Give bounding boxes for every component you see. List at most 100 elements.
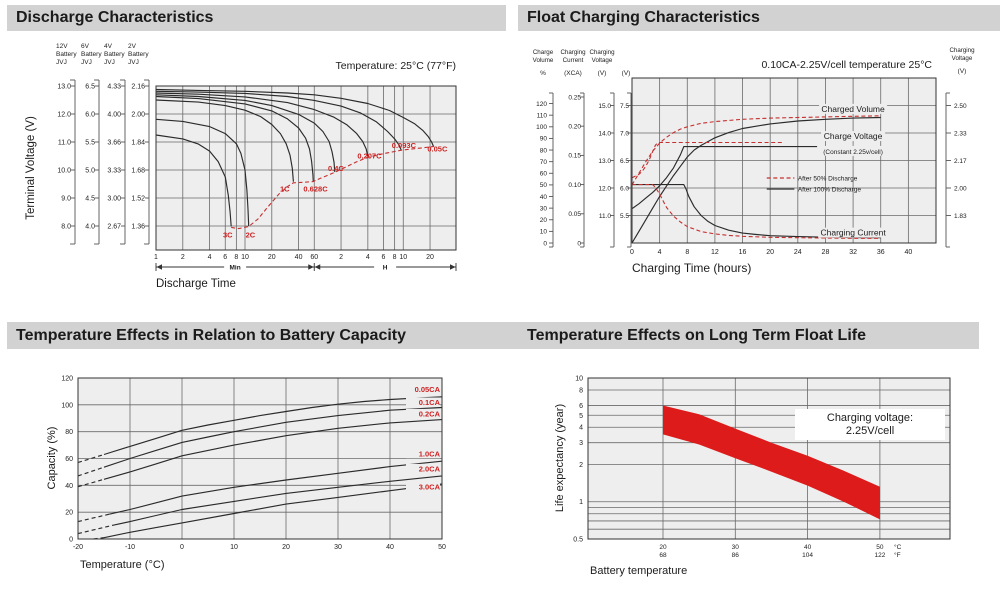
axis-name: Voltage: [592, 57, 613, 64]
tick-label: 10: [399, 254, 407, 261]
series-label-1C: 1C: [280, 184, 290, 193]
tick-label: 8: [393, 254, 397, 261]
scale-tick: 6.5: [85, 84, 95, 91]
series-label-0.05C: 0.05C: [427, 145, 448, 154]
axis-tick: 100: [536, 124, 547, 131]
scale-tick: 2.67: [107, 224, 121, 231]
scale-tick: 4.33: [107, 84, 121, 91]
scale-name: 2V: [128, 43, 137, 50]
scale-tick: 9.0: [61, 196, 71, 203]
ruler-label: H: [383, 265, 388, 272]
tick-label: 8: [579, 387, 583, 394]
series-label-2.0CA: 2.0CA: [419, 464, 441, 473]
temp-capacity-chart: 0.05CA 0.1CA 0.2CA 1.0CA 2.0CA 3.0CA -20 -10 0 10…: [46, 376, 446, 572]
charge-voltage-100: [631, 146, 881, 210]
tick-label: 0.5: [573, 537, 583, 544]
series-label-0.628C: 0.628C: [303, 184, 328, 193]
tick-label: 24: [794, 249, 802, 256]
series-0.05CA: [103, 396, 443, 456]
axis-unit: (XCA): [564, 70, 582, 77]
tick-label: 2: [579, 462, 583, 469]
axis-unit: (V): [598, 70, 607, 77]
axis-tick: 0.15: [568, 153, 581, 160]
axis-tick: 2.00: [954, 185, 967, 192]
axis-tick: 7.0: [620, 130, 629, 137]
tick-label: 40: [386, 544, 394, 551]
series-label-bg: [406, 397, 440, 407]
tick-label: 122: [874, 552, 885, 559]
tick-label: 30: [334, 544, 342, 551]
float-series: Charged Volume Charge Voltage (Constant 2.…: [631, 103, 890, 244]
scale-tick: 4.0: [85, 224, 95, 231]
tick-label: 4: [658, 249, 662, 256]
legend-label: After 50% Discharge: [798, 175, 858, 182]
scale-tick: 2.00: [131, 112, 145, 119]
x-axis-title: Charging Time (hours): [632, 261, 751, 275]
axis-tick: 5.5: [620, 213, 629, 220]
section-title-temp-capacity: Temperature Effects in Relation to Batte…: [16, 326, 407, 344]
tick-label: 6: [223, 254, 227, 261]
tick-label: 40: [804, 544, 812, 551]
tick-label: 0: [69, 537, 73, 544]
tick-label: 12: [711, 249, 719, 256]
section-header-float-charging: Float Charging Characteristics: [518, 5, 1000, 31]
axis-tick: 80: [540, 147, 548, 154]
tick-label: -20: [73, 544, 83, 551]
scale-name: Battery: [128, 51, 149, 58]
tick-label: 4: [579, 425, 583, 432]
scale-name: 12V: [56, 43, 68, 50]
section-header-float-life: Temperature Effects on Long Term Float L…: [518, 322, 979, 349]
ruler-arrow: [450, 264, 456, 270]
scale-tick: 3.33: [107, 168, 121, 175]
series-0.2CA: [103, 419, 443, 480]
tick-label: 10: [241, 254, 249, 261]
axis-tick: 7.5: [620, 103, 629, 110]
tick-label: 2: [181, 254, 185, 261]
discharge-end-envelope: [231, 145, 434, 230]
series-0.1CA-dashed: [77, 466, 105, 477]
axis-tick: 0.10: [568, 182, 581, 189]
tick-label: 40: [904, 249, 912, 256]
charged-volume-50: [631, 115, 881, 186]
axis-name: Charging: [949, 47, 975, 54]
scale-name: JVJ: [128, 59, 139, 66]
axis-tick: 13.0: [598, 158, 611, 165]
tick-label: 40: [65, 483, 73, 490]
axis-tick: 50: [540, 182, 548, 189]
ruler-arrow: [314, 264, 321, 270]
tick-label: 3: [579, 440, 583, 447]
capacity-series: 0.05CA 0.1CA 0.2CA 1.0CA 2.0CA 3.0CA: [77, 384, 443, 540]
axis-name: Current: [563, 57, 584, 64]
tick-label: 20: [659, 544, 667, 551]
axis-tick: 14.0: [598, 130, 611, 137]
scale-tick: 1.52: [131, 196, 145, 203]
axis-tick: 11.0: [599, 213, 612, 220]
series-0.1CA: [103, 406, 443, 468]
tick-label: 100: [61, 402, 73, 409]
axis-tick: 0.25: [568, 94, 581, 101]
curve-label-bg: [817, 145, 890, 156]
scale-tick: 12.0: [57, 112, 71, 119]
curve-label: (Constant 2.25v/cell): [823, 149, 883, 156]
discharge-chart: 12VBatteryJVJ13.012.011.010.09.08.06VBat…: [25, 43, 457, 290]
axis-tick: 60: [540, 171, 548, 178]
tick-label: 20: [282, 544, 290, 551]
scale-name: Battery: [56, 51, 77, 58]
charged-volume-100: [631, 116, 881, 244]
tick-label: 4: [366, 254, 370, 261]
tick-label: 50: [438, 544, 446, 551]
scale-name: 6V: [81, 43, 90, 50]
section-title-float-life: Temperature Effects on Long Term Float L…: [527, 326, 866, 344]
tick-label: 6: [579, 403, 583, 410]
axis-name: Charge: [533, 49, 554, 56]
axis-tick: 30: [540, 205, 548, 212]
charge-voltage-50: [631, 141, 784, 179]
x-axis-title: Discharge Time: [156, 278, 236, 290]
series-label-bg: [406, 408, 440, 418]
scale-tick: 3.00: [107, 196, 121, 203]
tick-label: 20: [766, 249, 774, 256]
scale-tick: 3.66: [107, 140, 121, 147]
tick-label: 10: [230, 544, 238, 551]
